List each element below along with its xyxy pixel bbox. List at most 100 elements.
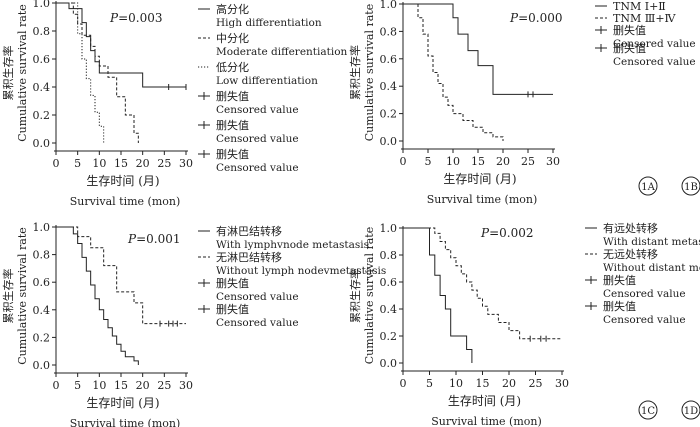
- panel-1c-legend-label-cn: 有淋巴结转移: [216, 224, 282, 238]
- panel-1a-x-tick-label: 10: [92, 157, 106, 170]
- panel-1d-y-label-en: Cumulative survival rate: [363, 227, 376, 365]
- panel-1b-y-tick-label: 0.8: [380, 25, 398, 38]
- panel-1b-y-tick-label: 1.0: [380, 0, 398, 11]
- panel-1c-y-tick-label: 0.6: [33, 276, 51, 289]
- panel-1b-panel-label: 1B: [684, 182, 698, 193]
- panel-1a-x-tick-label: 25: [157, 157, 171, 170]
- panel-1c-x-tick-label: 15: [114, 379, 128, 392]
- panel-1c-x-tick-label: 0: [53, 379, 60, 392]
- panel-1b-x-tick-label: 15: [471, 155, 485, 168]
- panel-1c-x-tick-label: 20: [136, 379, 150, 392]
- panel-1d-legend-label-en: With distant metastasis: [603, 236, 700, 248]
- panel-1a-y-tick-label: 0.0: [33, 137, 51, 150]
- panel-1a-p-value: P=0.003: [109, 11, 163, 25]
- panel-1a-legend-label-en: Censored value: [216, 104, 299, 116]
- panel-1a-legend-label-cn: 中分化: [216, 31, 249, 45]
- panel-1b-y-tick-label: 0.4: [380, 80, 398, 93]
- panel-1b-y-label-en: Cumulative survival rate: [363, 4, 376, 142]
- panel-1b-legend-label-en: Censored value: [613, 38, 696, 50]
- panel-1d-p-value: P=0.002: [480, 226, 534, 240]
- panel-1a-y-tick-label: 0.4: [33, 81, 51, 94]
- panel-1a-legend-label-cn: 低分化: [216, 60, 249, 74]
- panel-1b-legend-label-en: Censored value: [613, 56, 696, 68]
- panel-1a-x-tick-label: 15: [114, 157, 128, 170]
- panel-1a-legend-label-en: Censored value: [216, 133, 299, 145]
- panel-1a-y-label-cn: 累积生存率: [1, 46, 15, 101]
- panel-1a-panel-label-circle: [638, 176, 658, 196]
- panel-1b-x-tick-label: 30: [546, 155, 560, 168]
- panel-1d-x-label-en: Survival time (mon): [431, 415, 542, 427]
- panel-1b-y-tick-label: 0.2: [380, 108, 398, 121]
- panel-1d-y-tick-label: 0.0: [380, 357, 398, 370]
- panel-1c-y-label-en: Cumulative survival rate: [16, 227, 29, 365]
- panel-1b-x-label-en: Survival time (mon): [427, 193, 538, 206]
- panel-1c-legend-label-en: Without lymph nodevmetastasis: [216, 265, 386, 277]
- panel-1a-x-label-en: Survival time (mon): [70, 195, 181, 208]
- panel-1d-y-label-cn: 累积生存率: [348, 268, 362, 323]
- panel-1c-y-tick-label: 0.2: [33, 331, 51, 344]
- panel-1b-legend-label-cn: 删失值: [613, 42, 646, 55]
- panel-1a-legend-label-en: Moderate differentiation: [216, 46, 348, 58]
- panel-1a-series-2-line: [56, 2, 139, 143]
- panel-1d-y-tick-label: 1.0: [380, 222, 398, 235]
- panel-1b-x-tick-label: 0: [400, 155, 407, 168]
- panel-1b-x-label-cn: 生存时间 (月): [443, 172, 516, 186]
- panel-1c-legend-label-cn: 删失值: [216, 303, 249, 316]
- panel-1d-y-tick-label: 0.6: [380, 276, 398, 289]
- panel-1a-y-label-en: Cumulative survival rate: [16, 4, 29, 142]
- panel-1b-legend-label-cn: TNM Ⅲ+Ⅳ: [613, 12, 677, 25]
- panel-1b-x-tick-label: 25: [521, 155, 535, 168]
- panel-1c-x-label-en: Survival time (mon): [70, 417, 181, 427]
- panel-1a-x-label-cn: 生存时间 (月): [86, 174, 159, 188]
- panel-1b-panel-label-circle: [681, 176, 700, 196]
- panel-1c-legend-label-en: Censored value: [216, 317, 299, 329]
- panel-1d-y-tick-label: 0.8: [380, 249, 398, 262]
- panel-1a-y-tick-label: 0.2: [33, 109, 51, 122]
- panel-1b-x-tick-label: 20: [496, 155, 510, 168]
- panel-1d-legend-label-cn: 有远处转移: [603, 221, 658, 235]
- panel-1a-series-3-line: [56, 2, 105, 143]
- panel-1d-series-1-line: [403, 227, 473, 363]
- panel-1d-panel-label: 1D: [684, 406, 698, 417]
- panel-1c-legend-label-cn: 无淋巴结转移: [216, 250, 282, 264]
- panel-1d-x-tick-label: 20: [502, 377, 516, 390]
- panel-1d-x-tick-label: 30: [555, 377, 569, 390]
- panel-1b-legend-label-cn: TNM Ⅰ+Ⅱ: [613, 0, 666, 13]
- panel-1c-y-tick-label: 0.8: [33, 249, 51, 262]
- panel-1d-x-tick-label: 5: [426, 377, 433, 390]
- panel-1d-x-tick-label: 25: [529, 377, 543, 390]
- panel-1c-y-tick-label: 1.0: [33, 221, 51, 234]
- panel-1d-x-tick-label: 0: [400, 377, 407, 390]
- panel-1c-legend-label-en: With lymphvnode metastasis: [216, 239, 369, 251]
- panel-1d-legend-label-en: Censored value: [603, 314, 686, 326]
- panel-1c-x-tick-label: 30: [179, 379, 193, 392]
- panel-1c-panel-label: 1C: [641, 406, 655, 417]
- panel-1c-legend-label-cn: 删失值: [216, 277, 249, 290]
- panel-1d-panel-label-circle: [681, 400, 700, 420]
- panel-1c-series-2-line: [56, 226, 186, 325]
- panel-1d-y-tick-label: 0.4: [380, 303, 398, 316]
- panel-1c-panel-label-circle: [638, 400, 658, 420]
- panel-1d-x-tick-label: 15: [476, 377, 490, 390]
- panel-1b-p-value: P=0.000: [509, 11, 563, 25]
- panel-1d-y-tick-label: 0.2: [380, 330, 398, 343]
- panel-1a-y-tick-label: 1.0: [33, 0, 51, 10]
- panel-1d-legend-label-cn: 删失值: [603, 274, 636, 287]
- panel-1a-legend-label-cn: 删失值: [216, 90, 249, 103]
- panel-1c-y-tick-label: 0.0: [33, 359, 51, 372]
- panel-1c-x-label-cn: 生存时间 (月): [86, 396, 159, 410]
- panel-1c-series-1-line: [56, 226, 139, 365]
- panel-1c-x-tick-label: 5: [74, 379, 81, 392]
- panel-1a-x-tick-label: 30: [179, 157, 193, 170]
- panel-1a-legend-label-en: High differentiation: [216, 17, 322, 29]
- panel-1a-legend-label-en: Censored value: [216, 162, 299, 174]
- panel-1d-legend-label-cn: 无远处转移: [603, 247, 658, 261]
- panel-1b-y-tick-label: 0.6: [380, 53, 398, 66]
- panel-1a-legend-label-cn: 高分化: [216, 2, 249, 16]
- panel-1c-y-tick-label: 0.4: [33, 304, 51, 317]
- panel-1a-legend-label-en: Low differentiation: [216, 75, 318, 87]
- panel-1b-series-2-line: [403, 3, 504, 141]
- panel-1a-y-tick-label: 0.8: [33, 25, 51, 38]
- panel-1b-y-tick-label: 0.0: [380, 135, 398, 148]
